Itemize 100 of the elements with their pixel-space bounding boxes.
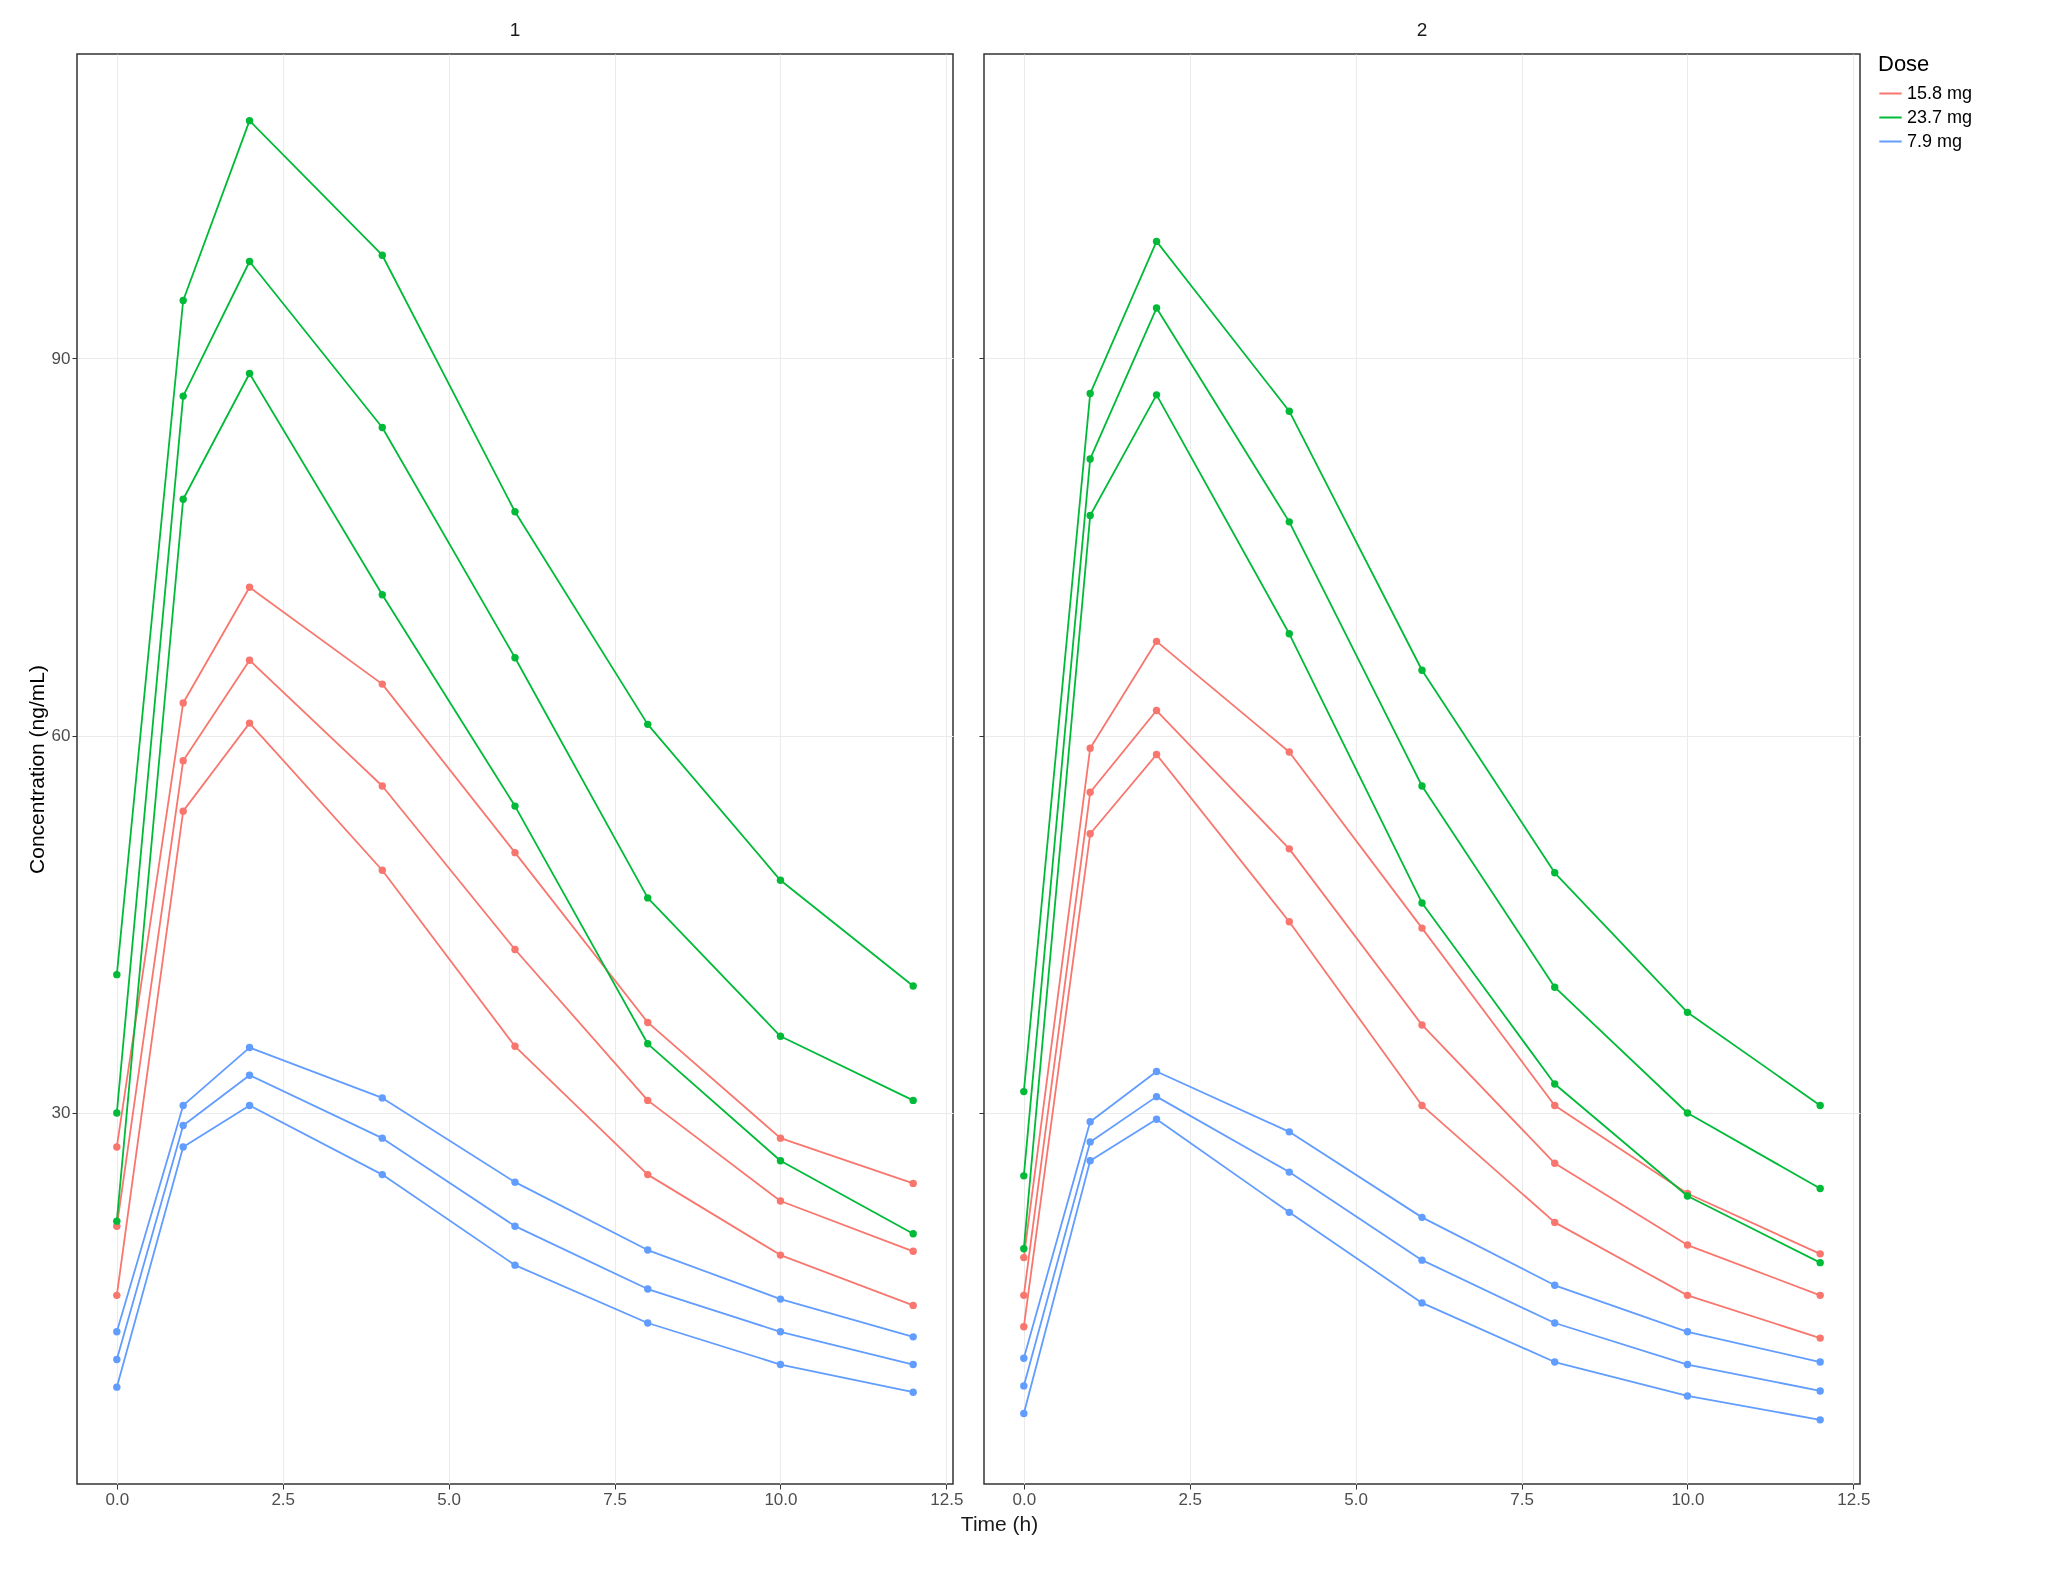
point <box>1816 1291 1824 1300</box>
point <box>1551 983 1559 991</box>
point <box>1418 924 1426 932</box>
point <box>1152 1115 1161 1123</box>
point <box>113 1355 121 1364</box>
point <box>245 656 254 664</box>
point <box>245 257 254 266</box>
point <box>1152 750 1161 759</box>
point <box>179 807 187 815</box>
point <box>1020 1172 1028 1180</box>
point <box>511 945 519 954</box>
point <box>245 1071 254 1079</box>
point <box>378 782 386 790</box>
point <box>1020 1245 1028 1253</box>
point <box>1086 1157 1094 1165</box>
point <box>1285 918 1293 926</box>
y-tick-label: 90 <box>51 348 71 368</box>
point <box>909 982 917 990</box>
point <box>1816 1184 1824 1193</box>
point <box>1086 1138 1094 1146</box>
x-tick-label: 0.0 <box>1012 1489 1037 1509</box>
point <box>1285 1208 1293 1217</box>
point <box>1086 511 1094 520</box>
y-tick-label: 30 <box>51 1103 71 1123</box>
point <box>1285 1128 1293 1136</box>
x-tick-label: 5.0 <box>437 1489 461 1509</box>
x-tick-label: 2.5 <box>271 1489 296 1509</box>
point <box>1020 1291 1028 1300</box>
point <box>1418 1101 1426 1110</box>
point <box>179 757 187 765</box>
point <box>1285 518 1293 526</box>
x-tick-label: 7.5 <box>603 1489 627 1509</box>
point <box>909 1388 917 1396</box>
point <box>1816 1334 1824 1342</box>
point <box>1418 1299 1426 1307</box>
point <box>776 1251 785 1259</box>
legend-label: 23.7 mg <box>1907 106 1973 127</box>
point <box>179 1121 187 1130</box>
point <box>511 1042 519 1051</box>
point <box>1418 782 1426 790</box>
point <box>1551 1101 1559 1110</box>
point <box>1816 1416 1824 1424</box>
point <box>1418 899 1426 907</box>
point <box>1020 1354 1028 1362</box>
point <box>644 1018 652 1027</box>
point <box>1152 391 1161 399</box>
point <box>644 1096 652 1105</box>
point <box>1285 748 1293 756</box>
point <box>909 1247 917 1256</box>
point <box>511 848 519 857</box>
point <box>1683 1109 1692 1117</box>
point <box>1683 1008 1692 1017</box>
point <box>1086 455 1094 463</box>
point <box>1551 1358 1559 1366</box>
point <box>1285 407 1293 415</box>
x-tick-label: 10.0 <box>764 1489 798 1509</box>
legend-label: 7.9 mg <box>1907 130 1963 151</box>
point <box>179 699 187 707</box>
point <box>1418 1213 1426 1222</box>
point <box>1086 744 1094 752</box>
point <box>644 1040 652 1048</box>
point <box>511 802 519 810</box>
point <box>113 1291 121 1300</box>
point <box>1683 1291 1692 1300</box>
point <box>1551 869 1559 877</box>
point <box>1152 304 1161 312</box>
point <box>113 1383 121 1391</box>
x-tick-label: 12.5 <box>930 1489 964 1509</box>
point <box>644 894 652 902</box>
point <box>511 1222 519 1230</box>
point <box>378 1170 386 1179</box>
point <box>1285 1168 1293 1176</box>
point <box>644 720 652 729</box>
point <box>1551 1281 1559 1289</box>
point <box>1551 1080 1559 1088</box>
point <box>909 1360 917 1369</box>
point <box>179 495 187 503</box>
point <box>378 866 386 874</box>
point <box>511 1178 519 1186</box>
chart-title: 1 <box>509 19 521 40</box>
point <box>1683 1360 1692 1369</box>
legend-title: Dose <box>1878 51 1930 76</box>
point <box>378 591 386 599</box>
y-tick-label: 60 <box>51 726 71 746</box>
point <box>776 1360 785 1369</box>
point <box>776 1134 785 1142</box>
point <box>1816 1250 1824 1258</box>
point <box>1683 1328 1692 1336</box>
point <box>1816 1258 1824 1267</box>
point <box>776 1032 785 1040</box>
point <box>245 719 254 727</box>
point <box>113 1217 121 1225</box>
point <box>378 251 386 259</box>
point <box>909 1179 917 1188</box>
x-tick-label: 2.5 <box>1178 1489 1203 1509</box>
point <box>1418 1021 1426 1029</box>
x-tick-label: 12.5 <box>1837 1489 1871 1509</box>
point <box>113 1109 121 1117</box>
x-axis-title: Time (h) <box>960 1511 1039 1535</box>
point <box>1020 1087 1028 1096</box>
